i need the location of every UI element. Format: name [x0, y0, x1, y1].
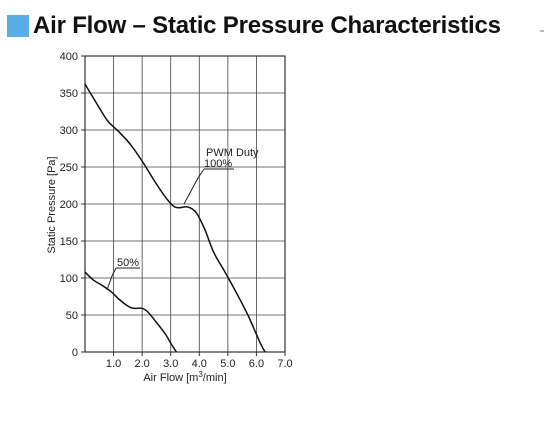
x-axis-title: Air Flow [m3/min] — [143, 370, 226, 384]
y-tick-label: 350 — [60, 88, 78, 100]
y-tick-label: 100 — [60, 273, 78, 285]
y-axis-title: Static Pressure [Pa] — [46, 156, 58, 253]
series-line-50 — [84, 271, 178, 353]
grid — [85, 56, 285, 352]
series-label-50: 50% — [117, 257, 139, 269]
heading-edge-mark — [540, 30, 544, 32]
x-tick-label: 7.0 — [277, 358, 292, 370]
series-label-50-leader — [106, 267, 117, 291]
chart-heading: Air Flow – Static Pressure Characteristi… — [7, 12, 501, 40]
x-tick-label: 5.0 — [220, 358, 235, 370]
series — [84, 83, 266, 353]
x-axis-title-sup: 3 — [198, 370, 203, 379]
pwm-duty-label: PWM Duty — [206, 147, 259, 159]
y-tick-label: 150 — [60, 236, 78, 248]
x-axis-title-tail: /min] — [203, 372, 227, 384]
x-tick-label: 2.0 — [134, 358, 149, 370]
y-tick-label: 200 — [60, 199, 78, 211]
y-tick-label: 300 — [60, 125, 78, 137]
x-tick-label: 6.0 — [249, 358, 264, 370]
y-axis: 0 50 100 150 200 250 300 350 400 — [60, 51, 85, 359]
series-label-100-leader — [183, 168, 205, 205]
x-tick-label: 4.0 — [192, 358, 207, 370]
y-tick-label: 50 — [66, 310, 78, 322]
x-tick-label: 3.0 — [163, 358, 178, 370]
x-tick-label: 1.0 — [106, 358, 121, 370]
y-tick-label: 400 — [60, 51, 78, 63]
x-axis: 1.0 2.0 3.0 4.0 5.0 6.0 7.0 — [106, 352, 293, 370]
series-line-100 — [84, 83, 266, 353]
series-label-100: 100% — [204, 158, 232, 170]
chart-title: Air Flow – Static Pressure Characteristi… — [33, 12, 501, 39]
heading-marker — [7, 15, 29, 37]
y-tick-label: 0 — [72, 347, 78, 359]
x-axis-title-main: Air Flow [m — [143, 372, 198, 384]
y-tick-label: 250 — [60, 162, 78, 174]
